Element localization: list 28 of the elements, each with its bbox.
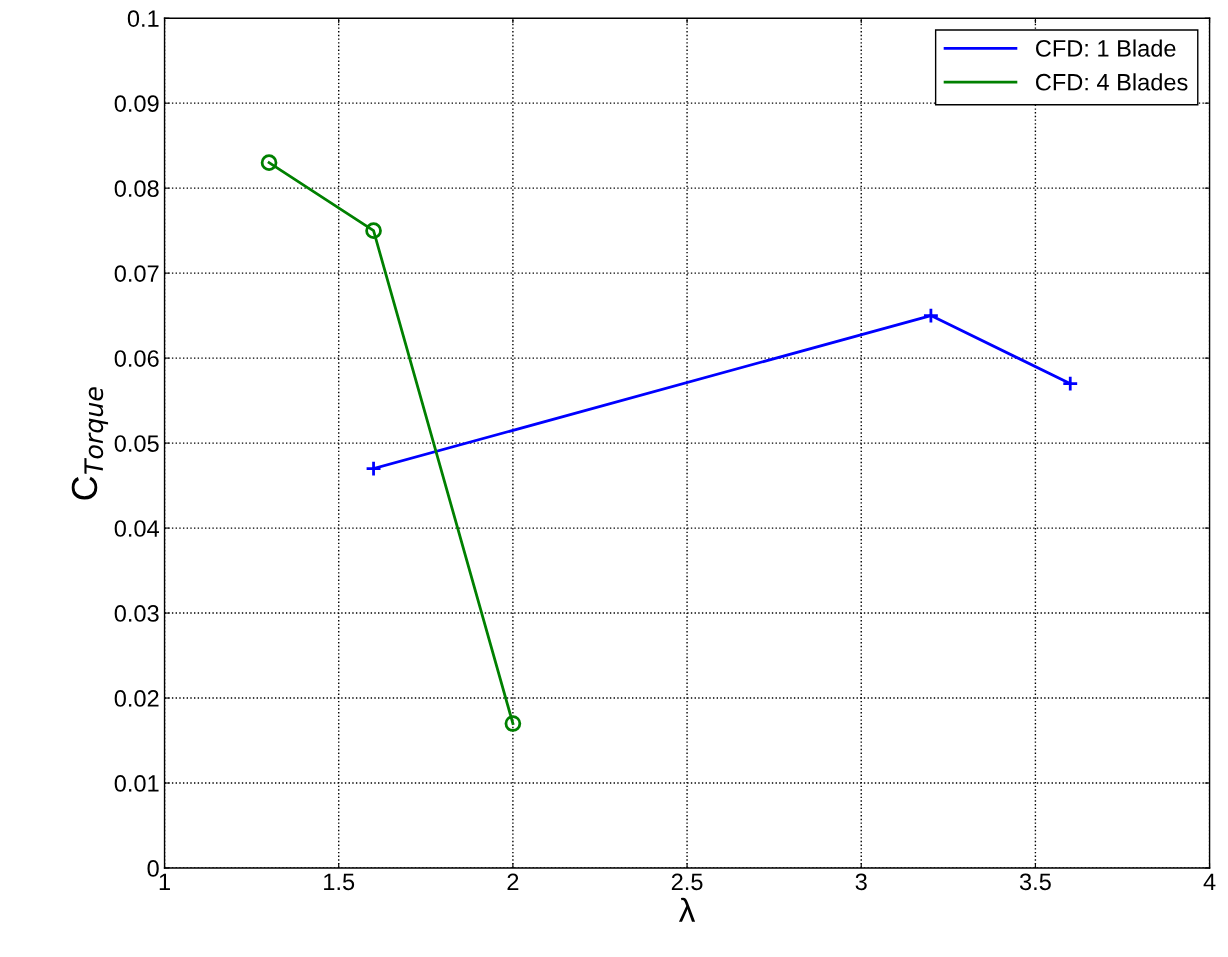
y-tick-label: 0 bbox=[147, 860, 159, 877]
point bbox=[365, 222, 382, 239]
point bbox=[504, 715, 522, 732]
x-tick-label: 2.5 bbox=[671, 873, 703, 891]
y-tick-label: 0.09 bbox=[114, 95, 159, 112]
x-tick-label: 3 bbox=[855, 873, 867, 891]
x-tick-label: 1.5 bbox=[324, 873, 355, 891]
point bbox=[922, 307, 940, 324]
y-tick-label: 0.04 bbox=[114, 520, 159, 537]
y-tick-label: 0.1 bbox=[127, 10, 159, 27]
y-tick-label: 0.07 bbox=[114, 265, 159, 282]
point bbox=[260, 154, 278, 171]
x-tick-label: 3.5 bbox=[1019, 873, 1051, 891]
point bbox=[1061, 375, 1079, 392]
y-tick-label: 0.05 bbox=[114, 435, 159, 452]
y-tick-label: 0.06 bbox=[114, 350, 159, 367]
y-axis-title: C$_{Torque}$ bbox=[71, 387, 109, 500]
y-tick-label: 0.02 bbox=[114, 690, 159, 707]
legend-label: CFD: 1 Blade bbox=[1036, 39, 1176, 57]
y-tick-label: 0.08 bbox=[114, 180, 159, 197]
x-tick-label: 4 bbox=[1203, 873, 1216, 890]
point bbox=[365, 460, 382, 477]
x-tick-label: 2 bbox=[507, 873, 519, 890]
y-tick-label: 0.01 bbox=[114, 775, 159, 792]
x-axis-title: λ bbox=[678, 897, 696, 922]
y-tick-label: 0.03 bbox=[114, 605, 159, 622]
x-tick-label: 1 bbox=[159, 873, 170, 890]
legend-label: CFD: 4 Blades bbox=[1036, 73, 1188, 91]
